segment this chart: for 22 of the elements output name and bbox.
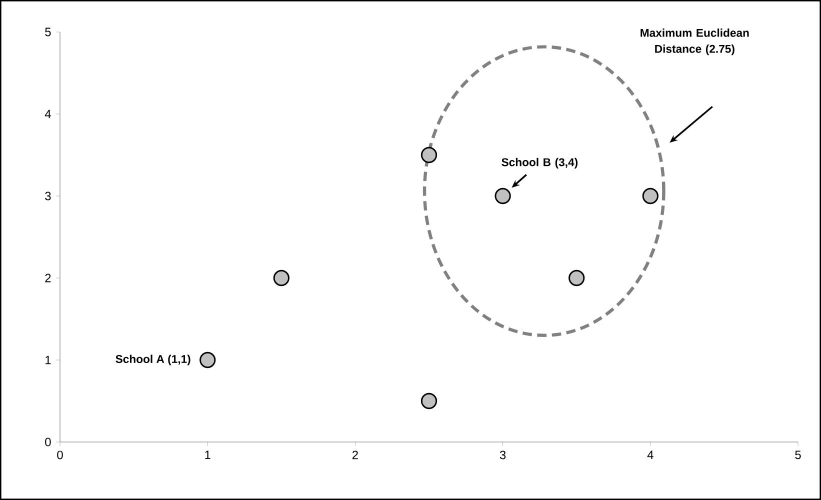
x-tick-label: 3 xyxy=(500,450,506,460)
y-tick-label: 2 xyxy=(45,274,51,282)
x-tick-label: 0 xyxy=(57,450,63,460)
point xyxy=(420,392,438,410)
annotation: School B (3,4) xyxy=(502,158,578,168)
annotation: Maximum Euclidean Distance (2.75) xyxy=(640,28,749,56)
x-tick-label: 1 xyxy=(205,450,210,459)
y-tick-label: 5 xyxy=(45,28,51,36)
annotation: School A (1,1) xyxy=(116,354,190,366)
y-tick-label: 0 xyxy=(45,438,51,446)
x-tick-label: 2 xyxy=(352,450,358,460)
point xyxy=(273,270,290,286)
point xyxy=(494,188,511,204)
y-tick-label: 1 xyxy=(46,356,51,364)
x-tick-label: 5 xyxy=(795,450,801,460)
x-tick-label: 4 xyxy=(647,450,654,459)
point xyxy=(642,188,658,204)
point xyxy=(200,352,216,368)
point xyxy=(420,146,438,164)
y-tick-label: 3 xyxy=(45,192,51,200)
y-tick-label: 4 xyxy=(44,110,51,118)
point xyxy=(568,270,585,286)
